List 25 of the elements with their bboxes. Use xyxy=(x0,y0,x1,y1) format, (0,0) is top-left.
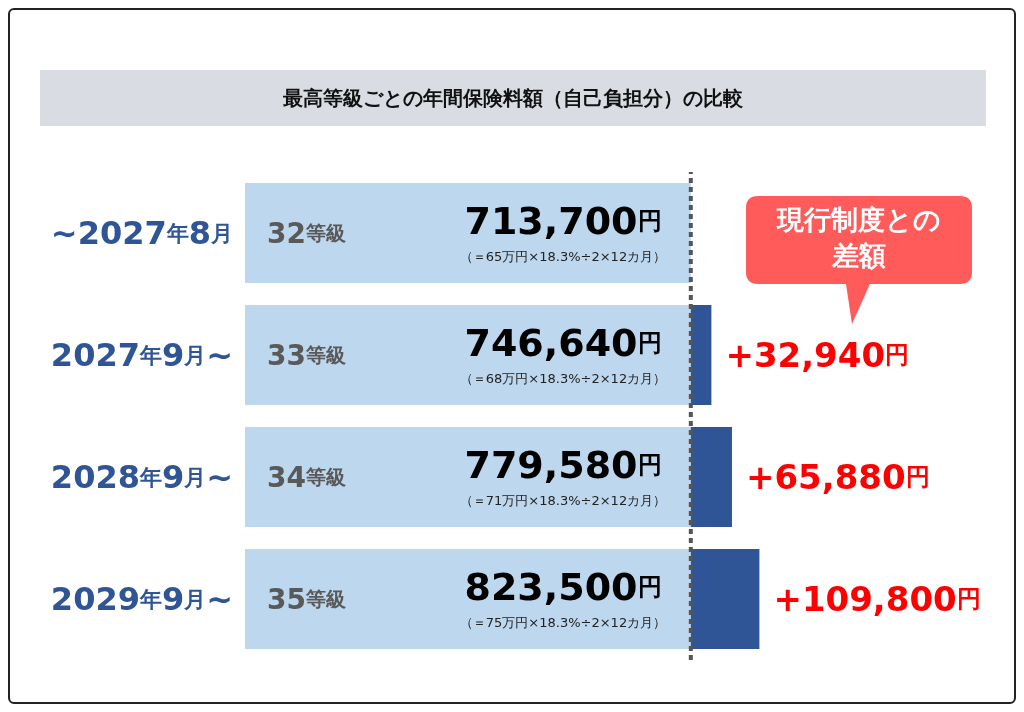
bar xyxy=(690,426,732,527)
bar xyxy=(690,548,760,649)
y-tick-label: 2027年9月~ xyxy=(50,336,233,374)
annotation: （＝65万円×18.3%÷2×12カ月） xyxy=(459,248,667,264)
total-label: 779,580円 xyxy=(464,442,662,487)
bar xyxy=(690,304,712,405)
annotation: 35等級 xyxy=(267,582,346,616)
y-tick-label: ~2027年8月 xyxy=(50,214,233,252)
bar xyxy=(245,182,691,283)
annotation: 34等級 xyxy=(267,460,346,494)
total-label: 713,700円 xyxy=(464,198,662,243)
annotation: （＝71万円×18.3%÷2×12カ月） xyxy=(459,492,667,508)
text: 現行制度との差額 xyxy=(775,203,942,273)
annotation: （＝75万円×18.3%÷2×12カ月） xyxy=(459,614,667,630)
annotation: 33等級 xyxy=(267,338,346,372)
data-label: +32,940円 xyxy=(725,334,910,375)
y-tick-label: 2029年9月~ xyxy=(50,580,233,618)
y-tick-label: 2028年9月~ xyxy=(50,458,233,496)
data-label: +109,800円 xyxy=(773,578,981,619)
total-label: 823,500円 xyxy=(464,564,662,609)
data-label: +65,880円 xyxy=(745,456,930,497)
chart-title: 最高等級ごとの年間保険料額（自己負担分）の比較 xyxy=(40,70,986,126)
total-label: 746,640円 xyxy=(464,320,662,365)
annotation: 32等級 xyxy=(267,216,346,250)
annotation: （＝68万円×18.3%÷2×12カ月） xyxy=(459,370,667,386)
